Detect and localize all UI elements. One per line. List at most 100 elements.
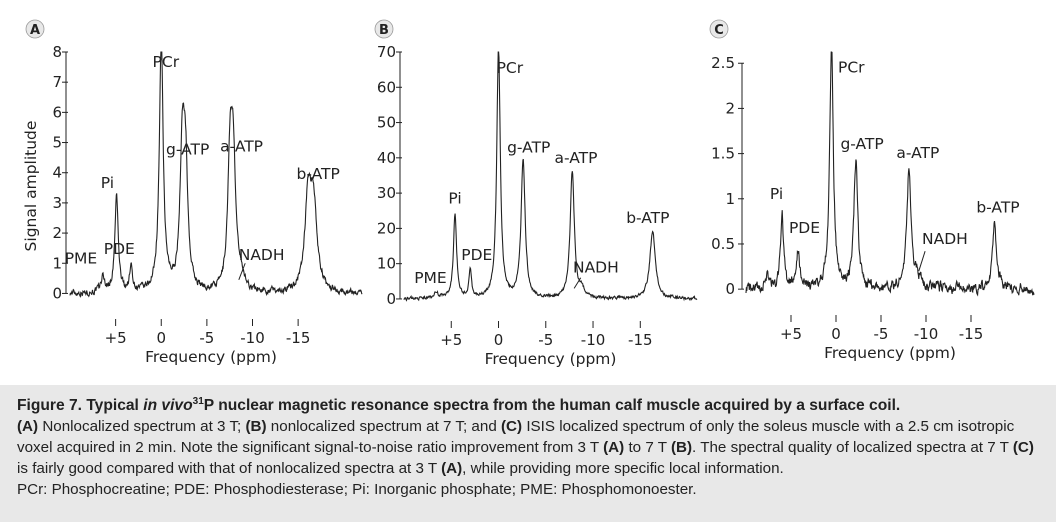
peak-label: a-ATP (220, 138, 263, 156)
peak-label: PDE (789, 219, 820, 237)
y-tick-label: 2 (52, 224, 62, 242)
peak-label: b-ATP (297, 165, 340, 183)
y-tick-label: 1.5 (711, 145, 735, 163)
peak-label: PCr (838, 58, 865, 76)
y-tick-label: 3 (52, 194, 62, 212)
spectrum-trace (745, 51, 1035, 297)
spectrum-panel-b: B 0 10 20 30 40 50 60 70 +5 0 -5 -10 -15 Frequency (pp… (374, 19, 698, 368)
caption-title-post: P nuclear magnetic resonance spectra fro… (203, 397, 901, 415)
x-axis-label: Frequency (ppm) (145, 348, 277, 366)
caption-seg1: Nonlocalized spectrum at 3 T; (38, 418, 246, 436)
y-tick-label: 0.5 (711, 235, 735, 253)
y-tick-label: 30 (377, 184, 396, 202)
x-tick-label: -10 (581, 331, 606, 349)
y-tick-label: 10 (377, 255, 396, 273)
panel-label: A (30, 23, 40, 38)
y-tick-label: 8 (52, 43, 62, 61)
spectrum-trace (403, 51, 698, 302)
caption-ref-b2: (B) (670, 439, 693, 457)
peak-label: g-ATP (507, 139, 550, 157)
caption-seg4: to 7 T (624, 439, 671, 457)
caption-ref-b: (B) (245, 418, 267, 436)
panel-badge (25, 19, 45, 39)
caption-body: (A) Nonlocalized spectrum at 3 T; (B) no… (17, 416, 1042, 479)
y-tick-label: 0 (386, 290, 396, 308)
peak-pointer (918, 251, 926, 272)
figure-caption: Figure 7. Typical in vivo31P nuclear mag… (0, 385, 1056, 522)
peak-label: NADH (922, 230, 968, 248)
x-axis-label: Frequency (ppm) (824, 344, 956, 362)
y-tick-label: 2 (725, 99, 735, 117)
x-tick-label: -10 (914, 325, 939, 343)
panel-badge (374, 19, 394, 39)
y-tick-label: 2.5 (711, 54, 735, 72)
y-tick-label: 5 (52, 134, 62, 152)
peak-label: Pi (770, 185, 783, 203)
y-tick-label: 6 (52, 103, 62, 121)
peak-label: PDE (461, 246, 492, 264)
panel-label: C (714, 23, 724, 38)
y-tick-label: 0 (725, 280, 735, 298)
peak-label: Pi (101, 174, 114, 192)
peak-label: NADH (239, 246, 285, 264)
peak-label: g-ATP (166, 141, 209, 159)
y-tick-label: 7 (52, 73, 62, 91)
y-tick-label: 1 (725, 190, 735, 208)
caption-ref-a2: (A) (603, 439, 625, 457)
x-tick-label: -5 (199, 329, 214, 347)
spectrum-trace (69, 51, 363, 298)
caption-ref-a3: (A) (441, 460, 463, 478)
peak-label: PME (65, 249, 98, 267)
caption-seg7: , while providing more specific local in… (462, 460, 784, 478)
caption-ref-a: (A) (17, 418, 39, 436)
peak-pointer (573, 277, 582, 289)
peak-pointer (238, 263, 246, 281)
peak-label: PCr (497, 59, 524, 77)
caption-seg6: is fairly good compared with that of non… (17, 460, 442, 478)
peak-label: NADH (573, 258, 619, 276)
peak-label: PCr (153, 53, 180, 71)
y-tick-label: 4 (52, 164, 62, 182)
panel-badge (709, 19, 729, 39)
x-tick-label: 0 (156, 329, 166, 347)
x-tick-label: -15 (628, 331, 653, 349)
x-tick-label: -15 (959, 325, 984, 343)
peak-label: Pi (448, 190, 461, 208)
peak-label: g-ATP (840, 135, 883, 153)
x-tick-label: -15 (286, 329, 311, 347)
y-tick-label: 20 (377, 219, 396, 237)
y-tick-label: 60 (377, 78, 396, 96)
panel-label: B (379, 23, 389, 38)
caption-title: Figure 7. Typical in vivo31P nuclear mag… (17, 391, 1042, 416)
x-tick-label: +5 (780, 325, 802, 343)
x-tick-label: 0 (494, 331, 504, 349)
x-tick-label: -5 (538, 331, 553, 349)
caption-title-pre: Figure 7. Typical (17, 397, 144, 415)
peak-label: b-ATP (976, 198, 1019, 216)
peak-label: a-ATP (555, 149, 598, 167)
peak-label: PDE (104, 240, 135, 258)
peak-label: PME (414, 269, 447, 287)
caption-abbreviations: PCr: Phosphocreatine; PDE: Phosphodieste… (17, 481, 697, 499)
caption-ref-c: (C) (501, 418, 523, 436)
peak-label: a-ATP (896, 144, 939, 162)
x-tick-label: +5 (440, 331, 462, 349)
caption-seg5: . The spectral quality of localized spec… (692, 439, 1013, 457)
y-tick-label: 1 (52, 254, 62, 272)
y-tick-label: 0 (52, 284, 62, 302)
caption-ref-c2: (C) (1012, 439, 1034, 457)
x-tick-label: +5 (105, 329, 127, 347)
y-tick-label: 40 (377, 149, 396, 167)
x-axis-label: Frequency (ppm) (485, 350, 617, 368)
caption-seg2: nonlocalized spectrum at 7 T; and (266, 418, 501, 436)
x-tick-label: -10 (240, 329, 265, 347)
x-tick-label: -5 (874, 325, 889, 343)
spectrum-panel-a: A 0 1 2 3 4 5 6 7 8 +5 0 -5 -10 -15 Frequency (ppm) Sign… (22, 19, 363, 366)
x-tick-label: 0 (831, 325, 841, 343)
caption-seg3: ISIS localized spectrum of only the sole… (17, 418, 1015, 457)
peak-label: b-ATP (626, 209, 669, 227)
y-tick-label: 70 (377, 43, 396, 61)
caption-title-sup: 31 (192, 396, 204, 407)
